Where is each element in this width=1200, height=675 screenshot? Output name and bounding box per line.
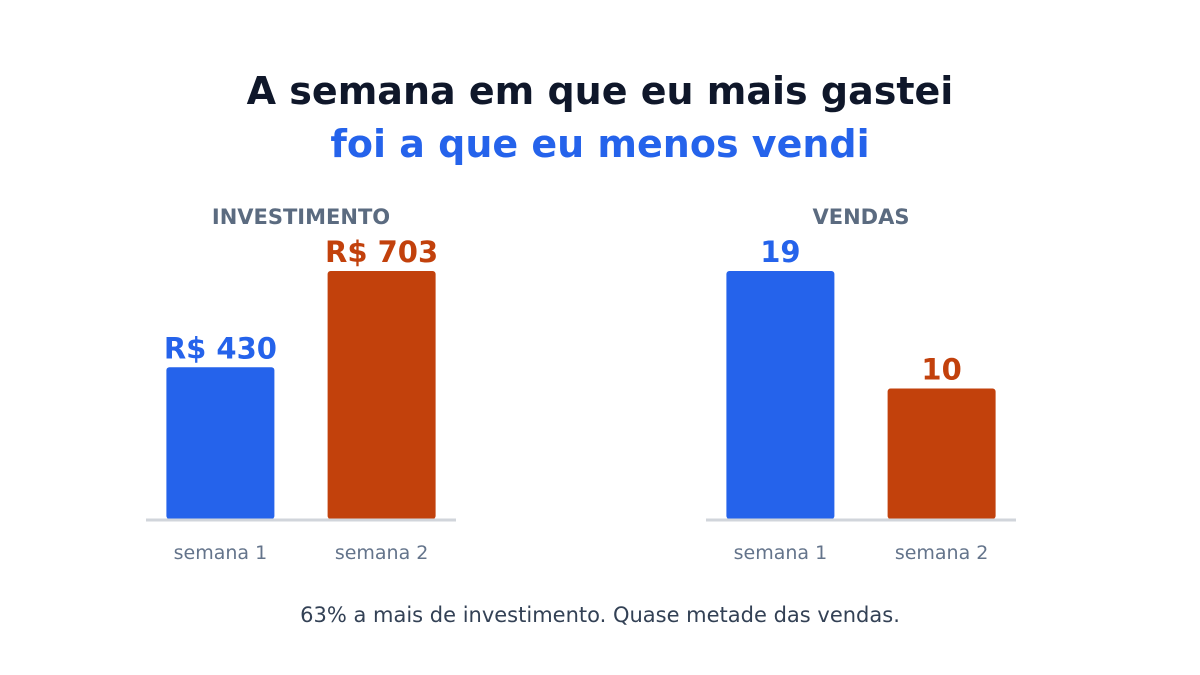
bar-investimento-semana-1 xyxy=(166,367,275,519)
data-label-vendas-semana-1: 19 xyxy=(760,235,800,269)
tick-label-investimento-semana-1: semana 1 xyxy=(174,542,268,564)
summary-caption: 63% a mais de investimento. Quase metade… xyxy=(300,603,900,627)
tick-label-investimento-semana-2: semana 2 xyxy=(335,542,429,564)
data-label-vendas-semana-2: 10 xyxy=(921,352,961,386)
bar-vendas-semana-2 xyxy=(887,388,996,519)
bar-vendas-semana-1 xyxy=(726,271,835,519)
tick-label-vendas-semana-2: semana 2 xyxy=(895,542,989,564)
page-subtitle: foi a que eu menos vendi xyxy=(330,122,870,166)
data-label-investimento-semana-2: R$ 703 xyxy=(325,235,438,269)
chart-vendas: VENDAS 19 semana 1 10 semana 2 xyxy=(706,205,1016,564)
chart-investimento: INVESTIMENTO R$ 430 semana 1 R$ 703 semana 2 xyxy=(146,205,456,564)
chart-title-investimento: INVESTIMENTO xyxy=(212,205,390,229)
chart-title-vendas: VENDAS xyxy=(813,205,910,229)
page-title: A semana em que eu mais gastei xyxy=(246,69,954,113)
tick-label-vendas-semana-1: semana 1 xyxy=(734,542,828,564)
bar-investimento-semana-2 xyxy=(327,271,436,519)
data-label-investimento-semana-1: R$ 430 xyxy=(164,331,277,365)
